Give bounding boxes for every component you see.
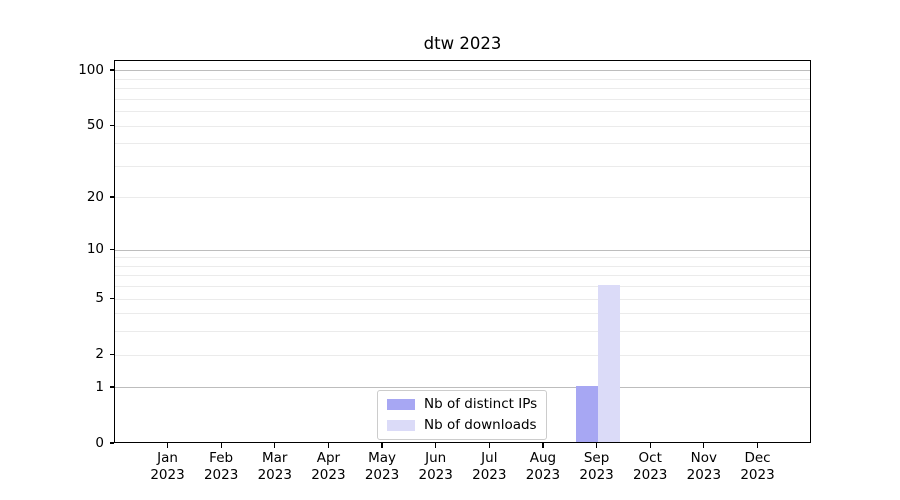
x-tickmark <box>274 443 276 448</box>
gridline-major <box>115 70 810 72</box>
y-tick-label: 20 <box>86 188 104 205</box>
gridline-minor <box>115 265 810 267</box>
x-tickmark <box>166 443 169 448</box>
legend-item-distinct-ips: Nb of distinct IPs <box>387 396 537 413</box>
y-tickmark <box>109 297 114 299</box>
x-tickmark <box>703 443 705 448</box>
gridline-minor <box>115 354 810 356</box>
x-tickmark <box>327 443 329 448</box>
x-tickmark <box>756 443 759 448</box>
y-tick-label: 100 <box>78 61 104 78</box>
legend-label-downloads: Nb of downloads <box>424 417 537 433</box>
x-tick-label: Dec 2023 <box>740 450 775 483</box>
y-tick-label: 5 <box>95 290 104 307</box>
x-tick-label: Sep 2023 <box>579 450 614 483</box>
gridline-minor <box>115 313 810 315</box>
x-tickmark <box>381 443 383 448</box>
y-tickmark <box>109 196 114 198</box>
gridline-minor <box>115 257 810 259</box>
gridline-minor <box>115 88 810 90</box>
legend-swatch-distinct-ips-icon <box>387 399 415 410</box>
gridline-minor <box>115 125 810 127</box>
x-tickmark <box>649 443 651 448</box>
gridline-minor <box>115 98 810 100</box>
gridline-major <box>115 249 810 251</box>
gridline-minor <box>115 165 810 167</box>
bar-nb-of-downloads <box>597 284 620 442</box>
y-tickmark <box>109 442 114 444</box>
gridline-minor <box>115 286 810 288</box>
y-tickmark <box>109 69 114 71</box>
y-tick-label: 1 <box>95 378 104 395</box>
x-tickmark <box>542 443 544 448</box>
x-tick-label: Feb 2023 <box>203 450 239 483</box>
gridline-minor <box>115 275 810 277</box>
x-tick-label: Mar 2023 <box>257 450 292 483</box>
gridline-minor <box>115 197 810 199</box>
x-tick-label: Nov 2023 <box>686 450 722 483</box>
gridline-minor <box>115 143 810 145</box>
x-tick-label: Jul 2023 <box>472 450 507 483</box>
y-tickmark <box>109 353 114 355</box>
x-tickmark <box>595 443 598 448</box>
x-tickmark <box>220 443 222 448</box>
gridline-minor <box>115 331 810 333</box>
x-tick-label: Oct 2023 <box>633 450 668 483</box>
chart-title: dtw 2023 <box>423 34 502 53</box>
x-tickmark <box>435 443 437 448</box>
x-tick-label: Jun 2023 <box>418 450 453 483</box>
y-tick-label: 50 <box>86 117 104 134</box>
x-tickmark <box>488 443 490 448</box>
x-tick-label: May 2023 <box>364 450 400 483</box>
x-tick-label: Apr 2023 <box>311 450 346 483</box>
legend: Nb of distinct IPs Nb of downloads <box>377 390 548 440</box>
x-tick-label: Jan 2023 <box>150 450 185 483</box>
legend-swatch-downloads-icon <box>387 420 415 431</box>
x-tick-label: Aug 2023 <box>525 450 561 483</box>
gridline-major <box>115 387 810 389</box>
y-tickmark <box>109 386 114 388</box>
bar-nb-of-distinct-ips <box>575 385 598 442</box>
y-tickmark <box>109 248 114 250</box>
y-tick-label: 2 <box>95 346 104 363</box>
y-tick-label: 0 <box>95 435 104 451</box>
legend-label-distinct-ips: Nb of distinct IPs <box>424 396 538 412</box>
legend-item-downloads: Nb of downloads <box>387 417 537 434</box>
gridline-minor <box>115 298 810 300</box>
plot-area: Nb of distinct IPs Nb of downloads <box>114 60 811 443</box>
y-tickmark <box>109 124 114 126</box>
gridline-minor <box>115 78 810 80</box>
y-tick-label: 10 <box>86 241 104 258</box>
gridline-minor <box>115 111 810 113</box>
